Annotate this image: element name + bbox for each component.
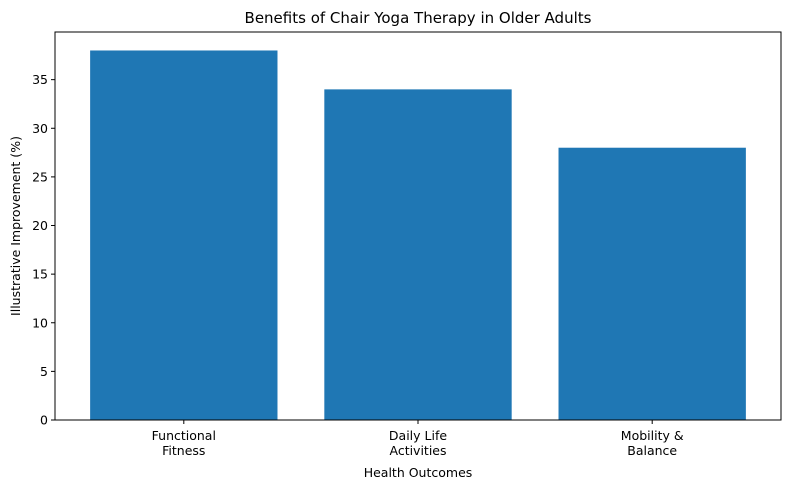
bar — [558, 147, 746, 420]
y-tick-label: 30 — [32, 121, 48, 136]
y-tick-label: 10 — [32, 315, 48, 330]
y-axis-label: Illustrative Improvement (%) — [8, 136, 23, 316]
y-tick-label: 5 — [40, 364, 48, 379]
chart-title: Benefits of Chair Yoga Therapy in Older … — [245, 9, 592, 27]
y-tick-label: 0 — [40, 413, 48, 428]
y-tick-label: 35 — [32, 72, 48, 87]
x-axis-label: Health Outcomes — [364, 465, 473, 480]
x-tick-label: Functional Fitness — [152, 428, 216, 458]
y-tick-label: 15 — [32, 267, 48, 282]
x-tick-label: Daily Life Activities — [389, 428, 447, 458]
y-tick-label: 25 — [32, 169, 48, 184]
bar — [324, 89, 512, 420]
bar — [90, 50, 278, 420]
x-tick-label: Mobility & Balance — [621, 428, 684, 458]
plot-frame — [54, 31, 782, 421]
y-tick-label: 20 — [32, 218, 48, 233]
